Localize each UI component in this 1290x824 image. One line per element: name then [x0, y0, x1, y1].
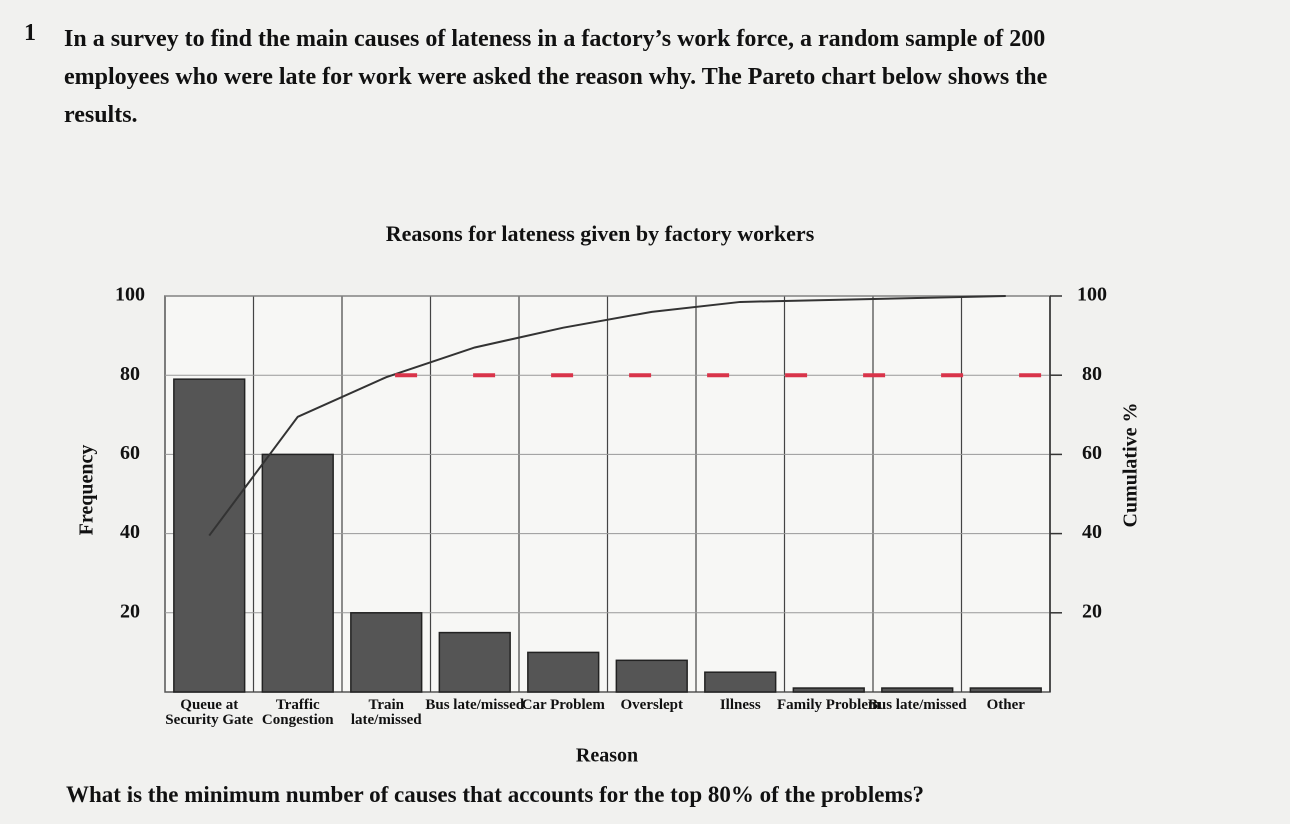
x-axis-label: Reason [576, 745, 638, 767]
y2-tick-label: 80 [1082, 363, 1102, 385]
x-tick-label: Family Problem [777, 697, 881, 713]
bar [527, 651, 600, 693]
x-tick-label: Other [986, 697, 1025, 713]
y2-axis-label: Cumulative % [1120, 403, 1142, 528]
x-tick-label: Bus late/missed [867, 697, 967, 713]
bar [792, 687, 865, 693]
y-axis-label: Frequency [76, 445, 98, 536]
question-prompt: What is the minimum number of causes tha… [66, 782, 925, 807]
bar [704, 671, 777, 693]
x-tick-label: Train late/missed [350, 697, 422, 728]
y-tick-label: 100 [115, 284, 145, 306]
x-tick-label: Illness [719, 697, 761, 713]
y2-tick-label: 20 [1082, 600, 1102, 622]
y-tick-label: 40 [120, 521, 140, 543]
bar [350, 612, 423, 693]
y-tick-label: 80 [120, 363, 140, 385]
y2-tick-label: 60 [1082, 442, 1102, 464]
chart-title: Reasons for lateness given by factory wo… [386, 221, 815, 246]
x-tick-label: Overslept [620, 697, 683, 713]
bar [261, 453, 334, 693]
cumulative-line [208, 295, 1006, 537]
bar [438, 631, 511, 693]
y-tick-label: 60 [120, 442, 140, 464]
y-tick-label: 20 [120, 600, 140, 622]
bar [615, 659, 688, 693]
x-tick-label: Bus late/missed [425, 697, 525, 713]
y2-tick-label: 40 [1082, 521, 1102, 543]
x-tick-label: Traffic Congestion [261, 697, 334, 728]
bar [881, 687, 954, 693]
bar [969, 687, 1042, 693]
x-tick-label: Queue at Security Gate [165, 697, 254, 728]
question-text: In a survey to find the main causes of l… [64, 26, 1048, 128]
question-number: 1 [24, 20, 36, 46]
y2-tick-label: 100 [1077, 284, 1107, 306]
x-tick-label: Car Problem [521, 697, 605, 713]
